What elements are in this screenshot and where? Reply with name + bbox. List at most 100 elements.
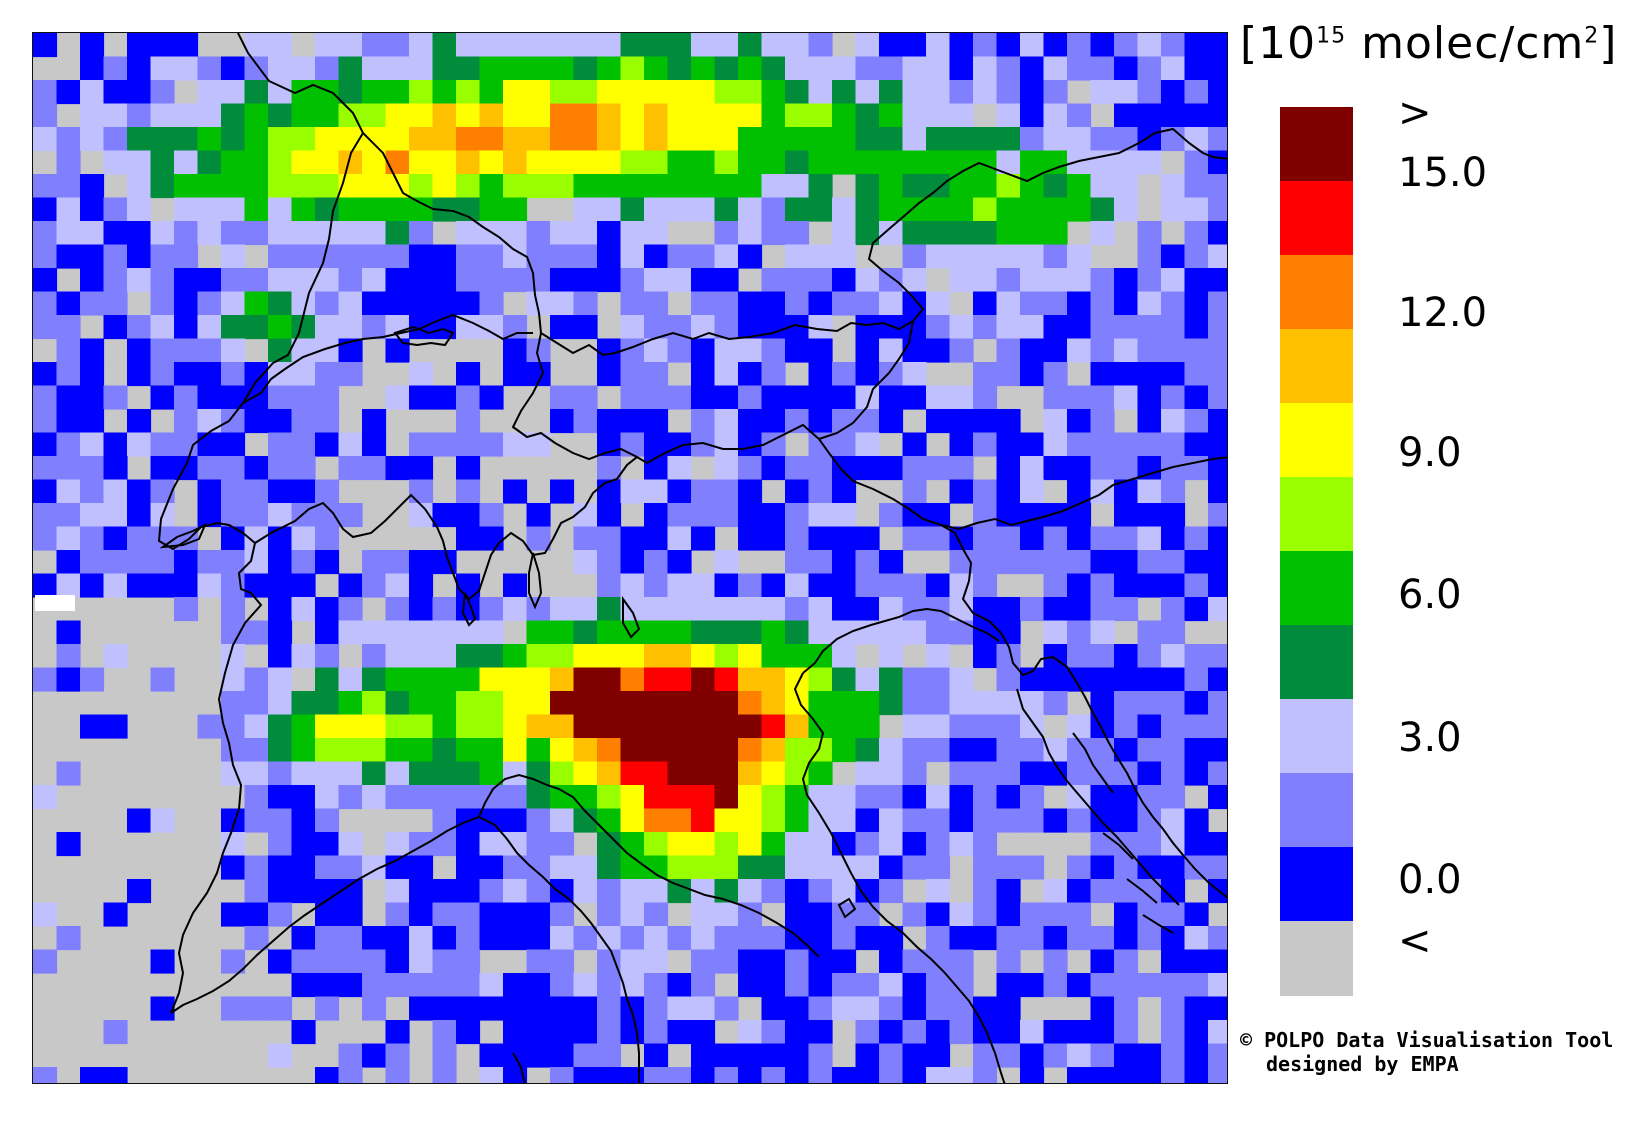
map-pixel [1090, 550, 1115, 575]
map-pixel [996, 785, 1021, 810]
map-pixel [973, 879, 998, 904]
map-pixel [221, 174, 246, 199]
map-pixel [1020, 338, 1045, 363]
map-pixel [315, 832, 340, 857]
map-pixel [832, 479, 857, 504]
map-pixel [832, 526, 857, 551]
map-pixel [573, 268, 598, 293]
map-pixel [973, 691, 998, 716]
map-pixel [1020, 268, 1045, 293]
map-pixel [103, 550, 128, 575]
map-pixel [1137, 479, 1162, 504]
map-pixel [808, 56, 833, 81]
copyright-icon: © [1240, 1028, 1253, 1052]
map-pixel [503, 808, 528, 833]
map-pixel [1114, 926, 1139, 951]
map-pixel [362, 620, 387, 645]
map-pixel [268, 996, 293, 1021]
map-pixel [926, 1020, 951, 1045]
map-pixel [691, 785, 716, 810]
map-pixel [667, 996, 692, 1021]
map-pixel [1137, 926, 1162, 951]
map-pixel [996, 973, 1021, 998]
map-pixel [785, 526, 810, 551]
map-pixel [432, 103, 457, 128]
map-pixel [1114, 761, 1139, 786]
map-pixel [691, 338, 716, 363]
map-pixel [1090, 926, 1115, 951]
map-pixel [832, 103, 857, 128]
map-pixel [973, 150, 998, 175]
map-pixel [644, 244, 669, 269]
map-pixel [362, 1043, 387, 1068]
map-pixel [832, 456, 857, 481]
map-pixel [644, 644, 669, 669]
map-pixel [667, 761, 692, 786]
map-pixel [1137, 244, 1162, 269]
map-pixel [526, 996, 551, 1021]
map-pixel [221, 738, 246, 763]
map-pixel [620, 174, 645, 199]
map-pixel [409, 550, 434, 575]
map-pixel [785, 1043, 810, 1068]
map-pixel [315, 526, 340, 551]
map-pixel [644, 268, 669, 293]
map-pixel [1137, 150, 1162, 175]
map-pixel [644, 456, 669, 481]
map-pixel [832, 573, 857, 598]
map-pixel [620, 197, 645, 222]
coastline [793, 672, 1006, 1083]
map-pixel [456, 902, 481, 927]
map-pixel [926, 315, 951, 340]
map-pixel [550, 315, 575, 340]
map-pixel [409, 291, 434, 316]
map-pixel [315, 315, 340, 340]
pixel-grid [33, 33, 1227, 1083]
map-pixel [1208, 338, 1227, 363]
map-pixel [667, 550, 692, 575]
map-pixel [738, 949, 763, 974]
map-pixel [1184, 1020, 1209, 1045]
map-pixel [620, 291, 645, 316]
map-pixel [973, 174, 998, 199]
map-pixel [573, 197, 598, 222]
map-pixel [456, 714, 481, 739]
map-pixel [620, 432, 645, 457]
map-pixel [150, 80, 175, 105]
map-pixel [738, 714, 763, 739]
map-pixel [785, 56, 810, 81]
map-pixel [362, 973, 387, 998]
map-pixel [691, 503, 716, 528]
map-pixel [80, 338, 105, 363]
map-pixel [362, 761, 387, 786]
map-pixel [785, 385, 810, 410]
map-pixel [1067, 174, 1092, 199]
map-pixel [479, 56, 504, 81]
map-pixel [1208, 174, 1227, 199]
map-pixel [620, 315, 645, 340]
border-line [242, 313, 533, 404]
map-pixel [244, 996, 269, 1021]
map-pixel [691, 926, 716, 951]
map-pixel [926, 197, 951, 222]
unit-exponent: 15 [1316, 23, 1347, 49]
map-pixel [808, 197, 833, 222]
map-pixel [1020, 973, 1045, 998]
map-pixel [526, 174, 551, 199]
map-pixel [268, 197, 293, 222]
map-pixel [973, 315, 998, 340]
map-pixel [503, 56, 528, 81]
map-pixel [667, 597, 692, 622]
map-pixel [479, 902, 504, 927]
map-pixel [644, 33, 669, 58]
map-pixel [785, 620, 810, 645]
map-pixel [1114, 550, 1139, 575]
map-pixel [902, 127, 927, 152]
map-pixel [550, 268, 575, 293]
map-pixel [1208, 479, 1227, 504]
map-pixel [1208, 926, 1227, 951]
map-pixel [432, 174, 457, 199]
map-pixel [385, 597, 410, 622]
map-pixel [56, 127, 81, 152]
map-pixel [620, 644, 645, 669]
